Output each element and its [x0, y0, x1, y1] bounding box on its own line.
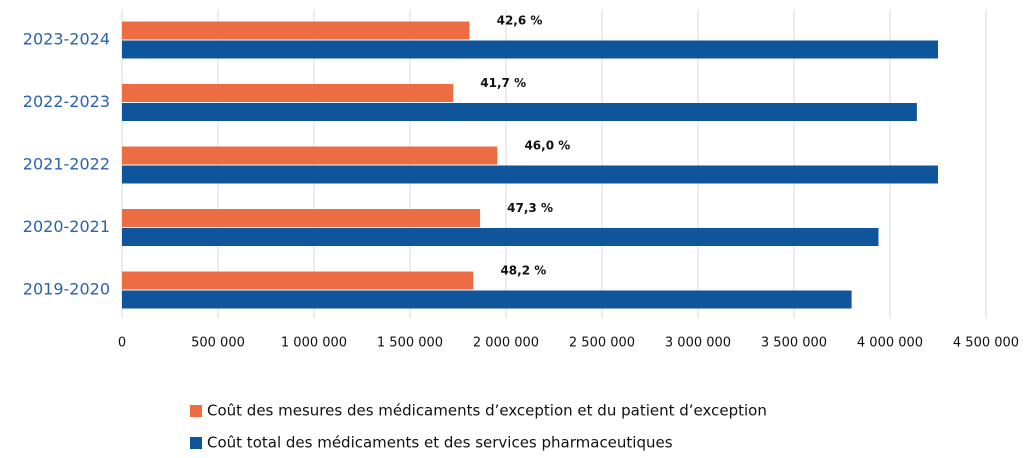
annotation: 42,6 % [497, 14, 543, 28]
x-tick-label: 2 500 000 [569, 336, 635, 351]
legend-label: Coût total des médicaments et des servic… [207, 434, 673, 452]
bar [122, 40, 938, 59]
bar [122, 228, 879, 246]
category-label: 2019-2020 [23, 280, 110, 299]
bar [122, 84, 454, 102]
x-tick-label: 2 000 000 [473, 336, 539, 351]
x-tick-label: 0 [118, 336, 126, 351]
legend-label: Coût des mesures des médicaments d’excep… [207, 402, 767, 420]
legend-swatch [190, 437, 202, 449]
bar [122, 103, 917, 121]
bar [122, 146, 498, 165]
category-label: 2022-2023 [23, 92, 110, 111]
x-tick-label: 1 500 000 [377, 336, 443, 351]
legend-swatch [190, 405, 202, 417]
bar [122, 209, 481, 227]
category-label: 2023-2024 [23, 30, 110, 49]
x-tick-label: 1 000 000 [281, 336, 347, 351]
x-tick-label: 500 000 [191, 336, 245, 351]
x-tick-label: 4 000 000 [857, 336, 923, 351]
annotation: 48,2 % [500, 264, 546, 278]
category-label: 2021-2022 [23, 155, 110, 174]
x-tick-label: 3 000 000 [665, 336, 731, 351]
x-tick-label: 3 500 000 [761, 336, 827, 351]
bar [122, 290, 852, 309]
bar [122, 165, 938, 184]
annotation: 46,0 % [524, 139, 570, 153]
x-tick-label: 4 500 000 [953, 336, 1019, 351]
bar [122, 21, 470, 40]
category-label: 2020-2021 [23, 217, 110, 236]
annotation: 47,3 % [507, 201, 553, 215]
annotation: 41,7 % [480, 76, 526, 90]
bar [122, 271, 474, 290]
